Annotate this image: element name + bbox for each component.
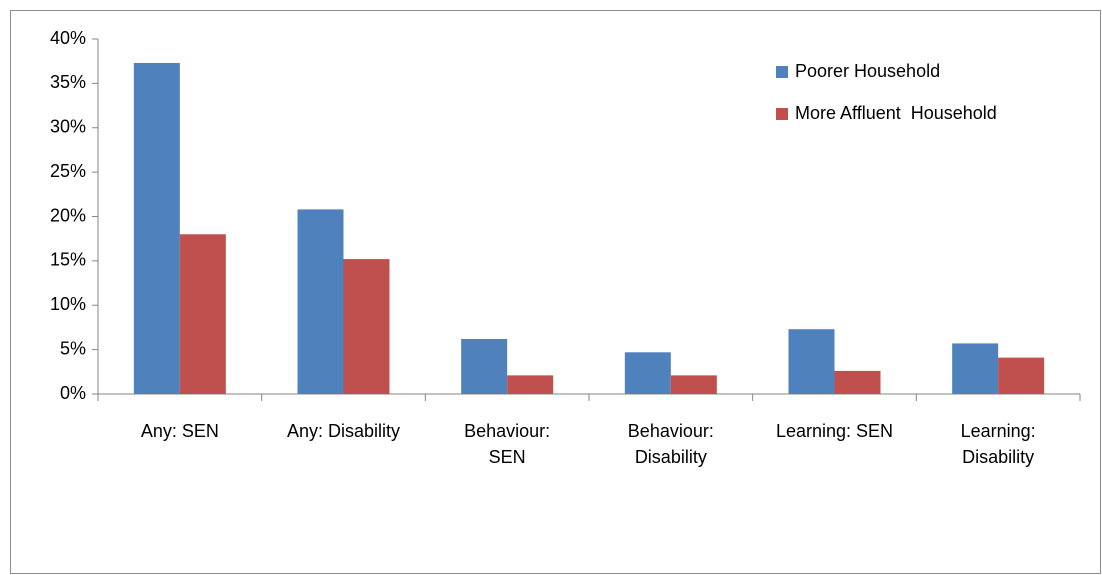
y-tick-label: 40% <box>50 28 86 48</box>
y-tick-label: 35% <box>50 72 86 92</box>
bar <box>952 343 999 394</box>
x-tick-label: Behaviour: Disability <box>627 421 714 467</box>
x-tick-label: Learning: SEN <box>775 421 894 441</box>
bar <box>670 375 717 394</box>
bar <box>297 209 344 394</box>
legend-label: More Affluent Household <box>795 103 997 123</box>
bar <box>834 370 881 394</box>
bar <box>624 352 671 394</box>
bar <box>507 375 554 394</box>
y-tick-label: 5% <box>60 338 86 358</box>
legend-swatch <box>776 66 788 78</box>
bar <box>133 62 180 395</box>
y-tick-label: 30% <box>50 117 86 137</box>
legend-label: Poorer Household <box>795 61 940 81</box>
bar <box>179 234 226 394</box>
x-tick-label: Learning: Disability <box>960 421 1036 467</box>
bar <box>998 357 1045 394</box>
bar <box>461 338 508 394</box>
y-tick-label: 0% <box>60 383 86 403</box>
x-tick-label: Any: SEN <box>140 421 219 441</box>
bar <box>343 259 390 394</box>
x-tick-label: Behaviour: SEN <box>464 421 551 467</box>
y-tick-label: 10% <box>50 294 86 314</box>
legend-swatch <box>776 108 788 120</box>
y-tick-label: 25% <box>50 161 86 181</box>
x-tick-label: Any: Disability <box>286 421 401 441</box>
y-tick-label: 15% <box>50 250 86 270</box>
y-tick-label: 20% <box>50 205 86 225</box>
bar <box>788 329 835 394</box>
